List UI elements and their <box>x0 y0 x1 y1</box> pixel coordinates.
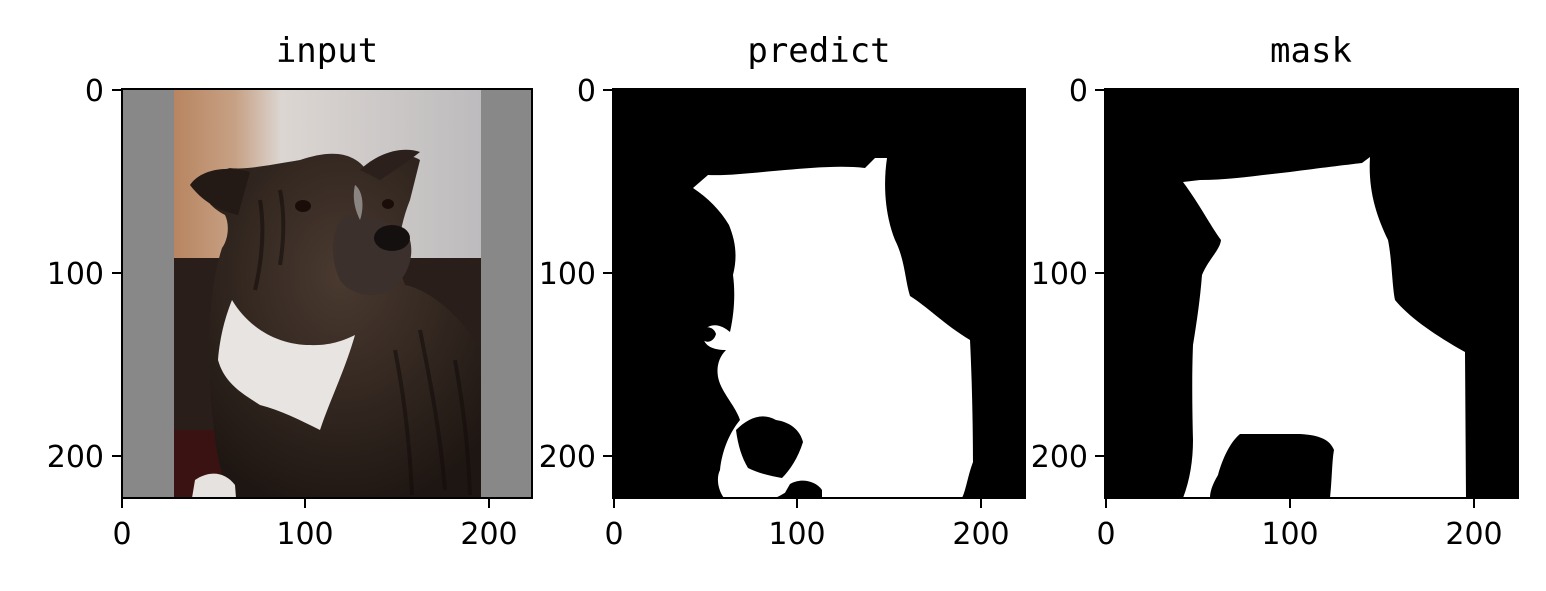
padding-left <box>122 89 174 498</box>
panel-title-predict: predict <box>747 31 890 71</box>
dog-blaze <box>353 185 363 220</box>
dog-eye-right <box>382 199 394 209</box>
input-image <box>122 89 532 498</box>
x-tick-label: 100 <box>276 517 333 552</box>
input-y-ticks: 0 100 200 <box>47 74 122 475</box>
x-tick-label: 200 <box>952 517 1009 552</box>
predict-hole-lower <box>736 416 803 478</box>
dog-front-paw <box>192 473 236 498</box>
y-tick-label: 200 <box>1031 440 1088 475</box>
y-tick-label: 0 <box>577 74 596 109</box>
y-tick-label: 100 <box>1031 257 1088 292</box>
predict-x-ticks: 0 100 200 <box>604 498 1010 552</box>
input-x-ticks: 0 100 200 <box>112 498 518 552</box>
dog-brindle-streaks <box>253 189 472 496</box>
panel-input: input <box>47 31 533 552</box>
x-tick-label: 100 <box>1261 517 1318 552</box>
y-tick-label: 0 <box>85 74 104 109</box>
dog-eye-left <box>295 200 311 212</box>
mask-axes-frame <box>1104 88 1519 499</box>
panel-predict: predict 0 100 200 0 100 200 <box>539 31 1026 552</box>
y-tick-label: 100 <box>47 257 104 292</box>
mask-foreground <box>1183 157 1466 498</box>
predict-hole-left <box>701 327 716 342</box>
input-axes-frame <box>121 88 533 499</box>
dog-chest-white <box>218 300 355 430</box>
panel-title-input: input <box>276 31 378 71</box>
panel-mask: mask 0 100 200 0 100 200 <box>1031 31 1519 552</box>
predict-axes-frame <box>612 88 1026 499</box>
y-tick-label: 200 <box>539 440 596 475</box>
y-tick-label: 0 <box>1069 74 1088 109</box>
padding-right <box>481 89 532 498</box>
dog-body <box>201 153 481 498</box>
mask-y-ticks: 0 100 200 <box>1031 74 1105 475</box>
mask-image <box>1105 89 1518 498</box>
dog-ear-right <box>360 149 420 180</box>
mask-x-ticks: 0 100 200 <box>1096 498 1503 552</box>
x-tick-label: 200 <box>460 517 517 552</box>
y-tick-label: 100 <box>539 257 596 292</box>
dog-ear-left <box>190 168 250 215</box>
predict-image <box>613 89 1025 498</box>
x-tick-label: 0 <box>112 517 131 552</box>
x-tick-label: 100 <box>768 517 825 552</box>
panel-title-mask: mask <box>1270 31 1352 71</box>
x-tick-label: 0 <box>1096 517 1115 552</box>
x-tick-label: 0 <box>604 517 623 552</box>
y-tick-label: 200 <box>47 440 104 475</box>
predict-foreground <box>693 158 973 498</box>
dog-nose <box>374 225 410 251</box>
predict-y-ticks: 0 100 200 <box>539 74 613 475</box>
predict-hole-bottom <box>782 480 822 498</box>
x-tick-label: 200 <box>1445 517 1502 552</box>
